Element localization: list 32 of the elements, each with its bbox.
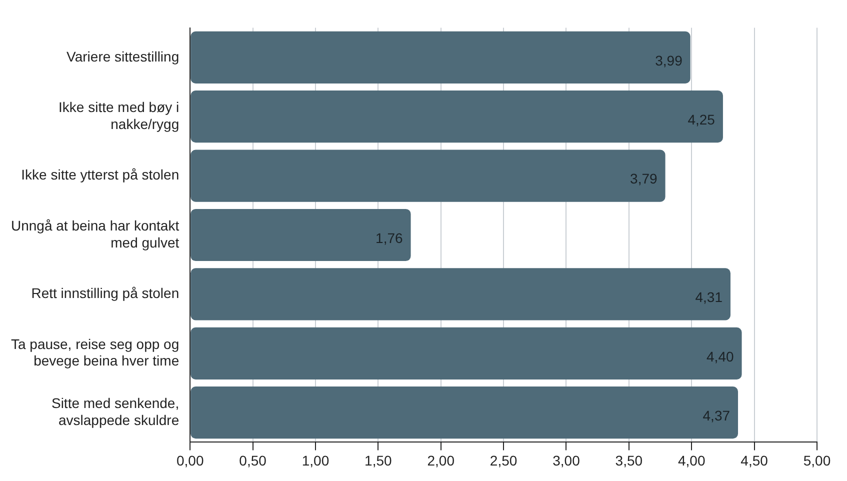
bar xyxy=(190,150,666,202)
x-tick-label: 3,50 xyxy=(615,452,643,468)
y-tick-label: Ta pause, reise seg opp og bevege beina hver time xyxy=(10,336,180,369)
bar xyxy=(190,31,690,84)
data-label: 4,37 xyxy=(702,407,730,424)
bar xyxy=(190,268,730,320)
x-tick-label: 4,00 xyxy=(678,452,706,468)
data-label: 1,76 xyxy=(376,230,403,246)
data-label: 3,99 xyxy=(655,52,683,68)
x-tick-label: 2,50 xyxy=(490,452,518,468)
data-label: 4,25 xyxy=(688,111,716,128)
y-tick-label: Ikke sitte med bøy i nakke/rygg xyxy=(58,99,180,132)
bar xyxy=(190,327,742,380)
x-tick-label: 1,50 xyxy=(364,452,392,468)
x-tick-label: 0,00 xyxy=(176,452,204,468)
x-tick-label: 2,00 xyxy=(427,452,455,468)
data-label: 4,31 xyxy=(695,289,723,306)
x-tick-label: 0,50 xyxy=(239,452,267,468)
y-tick-label: Sitte med senkende, avslappede skuldre xyxy=(51,395,180,428)
data-label: 3,79 xyxy=(630,170,658,187)
bar xyxy=(190,208,411,262)
y-tick-label: Variere sittestilling xyxy=(66,48,180,64)
x-tick-label: 5,00 xyxy=(803,452,831,468)
bar xyxy=(190,386,738,439)
x-tick-label: 4,50 xyxy=(740,452,768,468)
x-tick-label: 1,00 xyxy=(302,452,330,468)
x-tick-label: 3,00 xyxy=(552,452,580,468)
y-tick-label: Rett innstilling på stolen xyxy=(31,285,180,302)
y-tick-label: Unngå at beina har kontakt med gulvet xyxy=(10,217,180,250)
y-tick-label: Ikke sitte ytterst på stolen xyxy=(21,166,180,183)
bar xyxy=(190,90,723,143)
data-label: 4,40 xyxy=(706,348,734,364)
